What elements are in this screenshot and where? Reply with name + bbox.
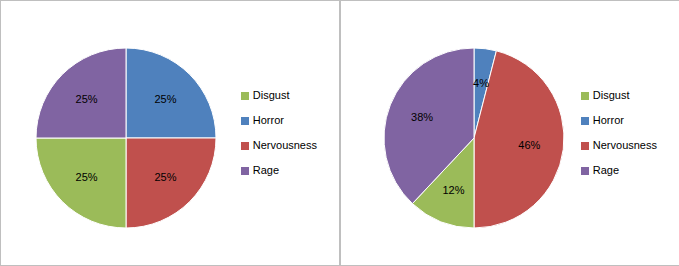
svg-text:25%: 25%: [76, 93, 98, 105]
html-text:Horror: Horror: [252, 114, 284, 126]
html-text:Rage: Rage: [252, 164, 280, 176]
svg-text:25%: 25%: [76, 171, 98, 183]
html-text:Rage: Rage: [592, 164, 620, 176]
svg-text:46%: 46%: [518, 139, 540, 151]
html-text:Nervousness: Nervousness: [592, 139, 657, 151]
html-text:Nervousness: Nervousness: [252, 139, 317, 151]
html-text:Disgust: Disgust: [252, 89, 290, 101]
svg-text:25%: 25%: [154, 171, 176, 183]
html-text:Horror: Horror: [592, 114, 624, 126]
html-text:Disgust: Disgust: [592, 89, 630, 101]
svg-text:25%: 25%: [154, 93, 176, 105]
svg-text:12%: 12%: [442, 184, 464, 196]
svg-text:38%: 38%: [411, 111, 433, 123]
svg-text:4%: 4%: [473, 77, 489, 89]
